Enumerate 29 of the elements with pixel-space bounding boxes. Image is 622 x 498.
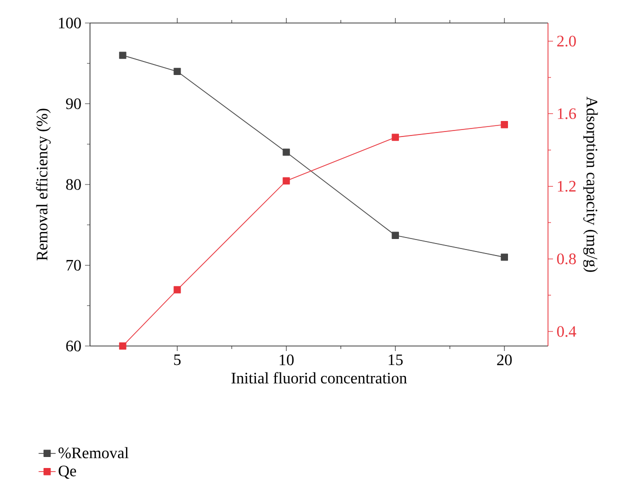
x-tick-label: 10	[280, 354, 294, 366]
x-tick-label: 20	[497, 354, 512, 366]
y2-tick-label: 0.4	[557, 326, 576, 337]
y2-tick-label: 0.8	[557, 253, 576, 264]
point	[282, 177, 290, 184]
x-axis-title: Initial fluorid concentration	[231, 372, 407, 384]
y2-tick-label: 1.2	[558, 180, 576, 192]
y-tick-label: 90	[66, 98, 81, 110]
y-tick-label: 100	[58, 18, 81, 28]
x-tick-label: 15	[388, 354, 403, 366]
point	[500, 121, 508, 128]
legend-label: Qe	[58, 466, 76, 479]
point	[500, 254, 508, 261]
y-tick-label: 80	[66, 179, 81, 190]
x-tick-label: 5	[174, 354, 181, 366]
y2-axis-title: Adsorption capacity (mg/g)	[583, 96, 598, 272]
point	[119, 342, 126, 350]
point	[392, 232, 399, 239]
y-axis-title: Removal efficiency (%)	[36, 108, 51, 260]
y-tick-label: 70	[66, 260, 81, 271]
legend-label: %Removal	[58, 447, 129, 458]
y2-tick-label: 2.0	[557, 36, 576, 47]
y-tick-label: 60	[66, 340, 81, 352]
point	[174, 68, 181, 76]
point	[392, 134, 399, 141]
y2-tick-label: 1.6	[558, 108, 576, 120]
point	[282, 148, 290, 156]
point	[174, 286, 181, 294]
point	[119, 52, 126, 59]
